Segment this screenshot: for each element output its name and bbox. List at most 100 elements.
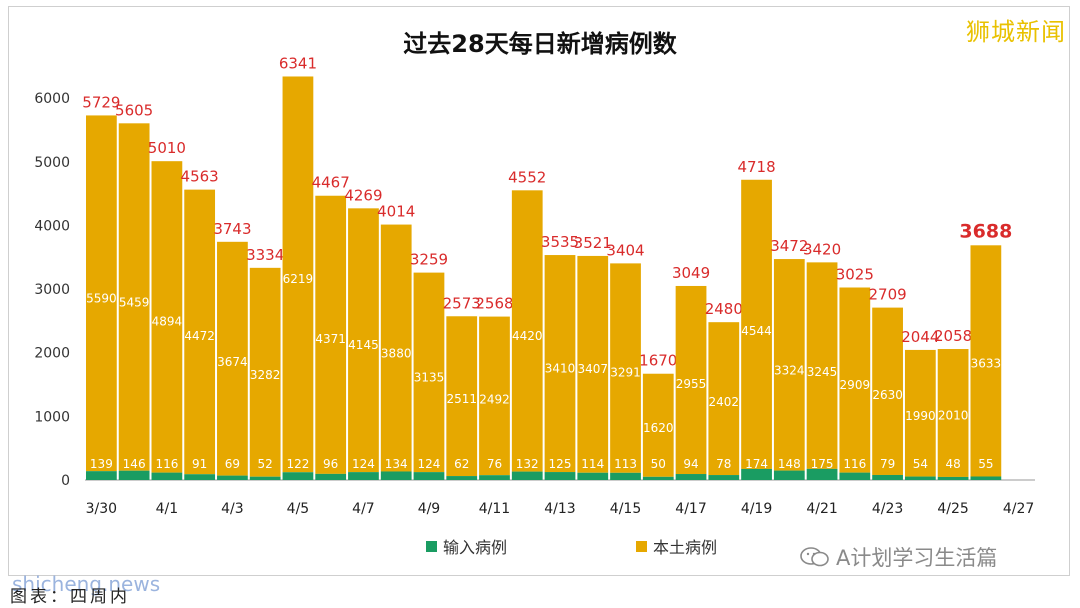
bar-local [184, 189, 216, 475]
bar-local [511, 190, 543, 472]
bar-imported [708, 475, 740, 480]
data-label-total: 4014 [377, 203, 415, 221]
bar-local [315, 195, 347, 474]
bar-imported [249, 476, 281, 480]
x-tick-label: 4/15 [610, 501, 641, 517]
data-label-imported: 69 [225, 457, 240, 471]
data-label-total: 3025 [836, 266, 874, 284]
data-label-imported: 124 [418, 457, 441, 471]
data-label-local: 2492 [479, 392, 510, 406]
data-label-total: 2709 [868, 286, 906, 304]
data-label-imported: 62 [454, 457, 469, 471]
wechat-account-name: A计划学习生活篇 [836, 546, 998, 570]
data-label-total: 4563 [181, 168, 219, 186]
data-label-imported: 79 [880, 457, 895, 471]
data-label-total: 4467 [312, 174, 350, 192]
data-label-local: 3633 [971, 357, 1002, 371]
bar-imported [446, 476, 478, 480]
data-label-local: 4420 [512, 329, 543, 343]
bar-imported [577, 472, 609, 480]
data-label-local: 5459 [119, 296, 150, 310]
bar-local [544, 255, 576, 473]
bar-local [86, 115, 117, 472]
data-label-local: 2511 [446, 392, 477, 406]
wechat-icon [800, 547, 829, 567]
data-label-imported: 134 [385, 457, 408, 471]
data-label-imported: 94 [683, 457, 698, 471]
data-label-total: 3420 [803, 240, 841, 258]
bar-imported [315, 473, 347, 480]
wechat-account: A计划学习生活篇 [800, 542, 997, 572]
x-tick-label: 4/17 [675, 501, 706, 517]
bar-local [937, 349, 969, 477]
data-label-total: 5605 [115, 101, 153, 119]
data-label-total: 3334 [246, 246, 284, 264]
bar-local [839, 287, 871, 473]
bar-imported [741, 468, 772, 480]
x-tick-label: 4/25 [937, 501, 968, 517]
bar-imported [970, 476, 1002, 480]
x-tick-label: 4/9 [418, 501, 441, 517]
x-tick-label: 3/30 [86, 501, 117, 517]
bar-imported [839, 472, 871, 480]
bar-imported [184, 474, 216, 480]
bar-imported [118, 470, 150, 480]
y-tick-label: 0 [61, 473, 70, 489]
legend-swatch [426, 541, 437, 552]
x-tick-label: 4/19 [741, 501, 772, 517]
x-tick-label: 4/5 [287, 501, 310, 517]
bar-imported [151, 472, 183, 480]
data-label-imported: 146 [123, 457, 146, 471]
legend-swatch [636, 541, 647, 552]
data-label-local: 2955 [676, 377, 707, 391]
data-label-imported: 148 [778, 457, 801, 471]
bar-local [675, 285, 707, 475]
data-label-imported: 125 [549, 457, 572, 471]
data-label-local: 3407 [577, 362, 608, 376]
data-label-total: 2480 [705, 300, 743, 318]
data-label-total: 3743 [213, 220, 251, 238]
bar-imported [773, 470, 805, 480]
y-tick-label: 6000 [34, 91, 70, 107]
data-label-total: 2568 [475, 295, 513, 313]
data-label-local: 1620 [643, 421, 674, 435]
data-label-local: 3291 [610, 366, 641, 380]
data-label-total: 2058 [934, 327, 972, 345]
data-label-total: 3688 [959, 220, 1012, 242]
x-tick-label: 4/1 [156, 501, 179, 517]
data-label-local: 2402 [709, 395, 740, 409]
bar-imported [217, 475, 248, 480]
data-label-imported: 76 [487, 457, 502, 471]
data-label-total: 4718 [737, 158, 775, 176]
bar-local [577, 255, 609, 473]
data-label-local: 1990 [905, 409, 936, 423]
data-label-local: 3674 [217, 355, 248, 369]
bar-imported [806, 468, 838, 480]
bar-imported [413, 472, 445, 480]
bar-local [446, 316, 478, 477]
data-label-imported: 52 [258, 457, 273, 471]
data-label-local: 3410 [545, 362, 576, 376]
data-label-total: 3521 [574, 234, 612, 252]
data-label-imported: 122 [286, 457, 309, 471]
y-tick-label: 4000 [34, 218, 70, 234]
bar-imported [610, 472, 641, 480]
data-label-imported: 48 [945, 457, 960, 471]
y-tick-label: 1000 [34, 409, 70, 425]
data-label-local: 2630 [872, 388, 903, 402]
bar-local [741, 179, 772, 469]
data-label-total: 6341 [279, 54, 317, 72]
data-label-local: 2010 [938, 409, 969, 423]
data-label-total: 3404 [606, 241, 644, 259]
data-label-total: 2573 [443, 294, 481, 312]
bar-imported [380, 471, 412, 480]
source-credit: 图表：四周内 [10, 587, 130, 607]
bar-imported [872, 474, 903, 480]
bar-local [282, 76, 314, 473]
bar-local [642, 373, 674, 477]
data-label-total: 4552 [508, 168, 546, 186]
y-tick-label: 5000 [34, 155, 70, 171]
data-label-total: 5010 [148, 139, 186, 157]
x-tick-label: 4/7 [352, 501, 375, 517]
